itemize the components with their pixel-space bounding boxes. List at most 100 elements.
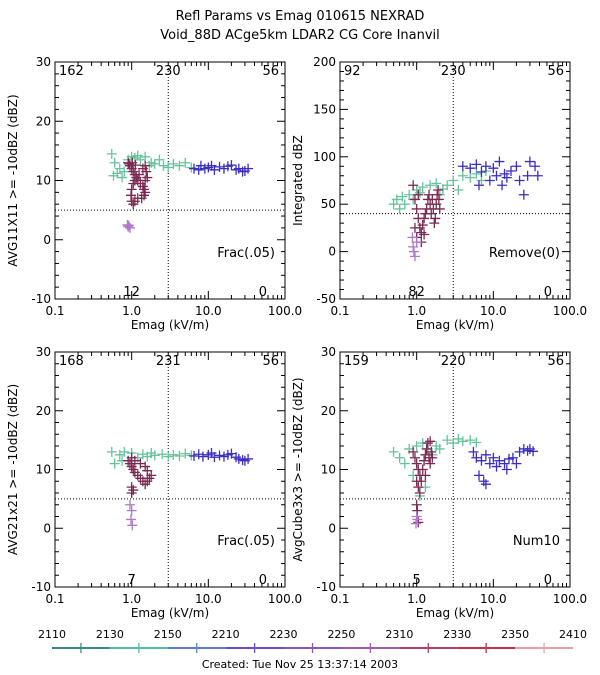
y-tick-label: -10: [31, 292, 51, 306]
data-point: [480, 449, 491, 460]
data-point: [124, 499, 135, 510]
data-point: [197, 451, 208, 462]
count-bottom-right: 0: [259, 285, 267, 300]
data-point: [214, 161, 225, 172]
x-tick-label: 0.1: [330, 304, 349, 318]
colorbar-label: 2310: [385, 628, 413, 641]
data-point: [140, 151, 151, 162]
plot-frame: [339, 351, 571, 588]
y-tick-label: 30: [36, 55, 51, 69]
data-point: [409, 251, 420, 262]
panels: 0.1 1.0 10.0 100.0 -10 0 10 20 30 Emag (kV/m) AVG1…: [6, 55, 587, 620]
series-mid: [106, 446, 197, 469]
count-top-mid: 220: [441, 354, 466, 369]
data-point: [137, 449, 148, 460]
data-point: [473, 180, 484, 191]
data-point: [117, 172, 128, 183]
data-point: [126, 184, 137, 195]
x-axis-label: Emag (kV/m): [131, 318, 209, 332]
data-point: [426, 446, 437, 457]
data-point: [480, 479, 491, 490]
data-point: [448, 438, 459, 449]
panel-3: 0.1 1.0 10.0 100.0 -10 0 10 20 30 Emag (kV/m) AVG2…: [6, 345, 302, 620]
x-tick-label: 10.0: [195, 592, 222, 606]
data-point: [476, 166, 487, 177]
data-point: [484, 175, 495, 186]
data-point: [484, 458, 495, 469]
data-point: [243, 453, 254, 464]
panel-1: 0.1 1.0 10.0 100.0 -10 0 10 20 30 Emag (kV/m) AVG1…: [6, 55, 302, 332]
series-late: [457, 156, 543, 200]
x-tick-label: 10.0: [195, 304, 222, 318]
colorbar-label: 2230: [270, 628, 298, 641]
data-point: [494, 455, 505, 466]
data-point: [209, 164, 220, 175]
y-tick-label: 0: [328, 521, 336, 535]
data-point: [419, 229, 430, 240]
data-point: [193, 164, 204, 175]
panel-2: 0.1 1.0 10.0 100.0 -50 0 50 100 150 200 Emag (kV/m…: [291, 55, 587, 332]
data-point: [149, 158, 160, 169]
data-point: [399, 458, 410, 469]
data-point: [501, 464, 512, 475]
plot-frame: [54, 61, 286, 300]
data-point: [433, 184, 444, 195]
data-point: [130, 160, 141, 171]
data-point: [417, 464, 428, 475]
y-tick-label: 10: [36, 174, 51, 188]
panel-annotation: Frac(.05): [217, 534, 275, 549]
data-point: [417, 182, 428, 193]
y-tick-label: 50: [321, 197, 336, 211]
data-point: [413, 189, 424, 200]
data-point: [425, 436, 436, 447]
data-point: [109, 157, 120, 168]
y-tick-label: -10: [316, 580, 336, 594]
data-point: [168, 158, 179, 169]
plot-frame: [54, 351, 286, 588]
count-bottom-mid: 12: [123, 285, 140, 300]
series-early: [408, 436, 438, 528]
data-point: [134, 169, 145, 180]
count-top-left: 92: [344, 64, 361, 79]
series-mid: [388, 166, 491, 214]
count-top-mid: 230: [156, 64, 181, 79]
data-point: [471, 437, 482, 448]
data-point: [158, 160, 169, 171]
x-tick-label: 100.0: [553, 592, 587, 606]
data-point: [394, 452, 405, 463]
data-point: [174, 450, 185, 461]
data-point: [425, 180, 436, 191]
count-bottom-mid: 82: [408, 285, 425, 300]
data-point: [411, 499, 422, 510]
data-point: [126, 505, 137, 516]
count-top-right: 56: [547, 64, 564, 79]
series-mid: [106, 148, 197, 183]
y-tick-label: 0: [328, 245, 336, 259]
data-point: [448, 175, 459, 186]
colorbar-label: 2130: [96, 628, 124, 641]
data-point: [437, 184, 448, 195]
data-point: [135, 458, 146, 469]
count-bottom-mid: 7: [128, 573, 136, 588]
data-point: [511, 161, 522, 172]
data-point: [132, 150, 143, 161]
data-point: [518, 189, 529, 200]
data-point: [507, 452, 518, 463]
data-point: [419, 213, 430, 224]
x-tick-label: 10.0: [480, 304, 507, 318]
y-tick-label: -50: [316, 292, 336, 306]
y-axis-label: Integrated dBZ: [291, 135, 305, 226]
data-point: [112, 168, 123, 179]
y-tick-label: 200: [313, 55, 336, 69]
x-tick-label: 1.0: [122, 592, 141, 606]
data-point: [123, 220, 134, 231]
data-point: [391, 194, 402, 205]
data-point: [491, 170, 502, 181]
data-point: [394, 203, 405, 214]
data-point: [432, 189, 443, 200]
data-point: [433, 194, 444, 205]
data-point: [188, 450, 199, 461]
data-point: [501, 172, 512, 183]
data-point: [149, 450, 160, 461]
x-tick-label: 100.0: [268, 592, 302, 606]
